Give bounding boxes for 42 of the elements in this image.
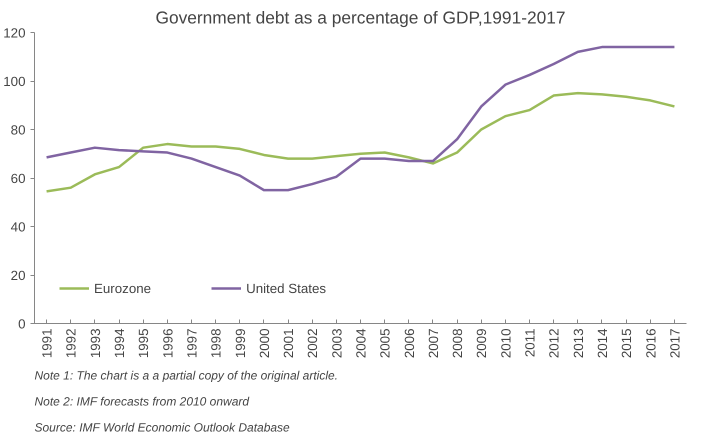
x-tick-label: 2014 [594, 328, 610, 358]
x-tick-label: 2016 [643, 328, 658, 358]
x-tick-label: 2008 [450, 328, 466, 358]
x-tick-label: 1997 [184, 328, 200, 358]
x-tick-label: 1999 [232, 328, 248, 358]
text: Note 2: IMF forecasts from 2010 onward [34, 394, 250, 408]
x-tick-label: 2004 [354, 328, 368, 358]
x-tick-label: 2011 [522, 328, 538, 358]
x-tick-label: 1994 [112, 328, 128, 358]
x-tick-label: 2005 [378, 328, 393, 358]
y-tick-label: 80 [10, 122, 26, 138]
x-tick-label: 1996 [160, 328, 176, 358]
y-tick-label: 100 [3, 74, 26, 89]
x-tick-label: 2001 [281, 328, 296, 358]
y-tick-label: 0 [18, 316, 26, 332]
x-tick-label: 2009 [474, 328, 490, 358]
x-tick-label: 1993 [88, 328, 103, 358]
x-tick-label: 2013 [570, 328, 586, 358]
x-tick-label: 2015 [619, 328, 634, 358]
x-tick-label: 1991 [40, 328, 55, 358]
x-tick-label: 2007 [426, 328, 441, 358]
x-tick-label: 1998 [208, 328, 224, 358]
line-series [45, 92, 676, 193]
chart-title: Government debt as a percentage of GDP,1991-2017 [155, 8, 566, 28]
x-tick-label: 2006 [402, 328, 417, 358]
x-tick-label: 2012 [546, 328, 562, 358]
x-tick-label: 2017 [667, 328, 682, 358]
y-tick-label: 20 [10, 268, 26, 283]
legend-label: Eurozone [94, 280, 152, 296]
x-tick-label: 2003 [329, 328, 344, 358]
text: Note 1: The chart is a a partial copy of the original article. [34, 368, 338, 382]
legend-label: United States [246, 280, 326, 296]
x-tick-label: 2002 [305, 328, 320, 358]
y-tick-label: 40 [10, 220, 26, 234]
x-tick-label: 1995 [136, 328, 152, 358]
source-note: Source: IMF World Economic Outlook Database [34, 420, 290, 434]
line-series [45, 46, 676, 192]
y-tick-label: 60 [10, 171, 26, 186]
x-tick-label: 1992 [64, 328, 79, 358]
x-tick-label: 2000 [256, 328, 272, 358]
y-tick-label: 120 [3, 26, 26, 40]
x-tick-label: 2010 [498, 328, 514, 358]
